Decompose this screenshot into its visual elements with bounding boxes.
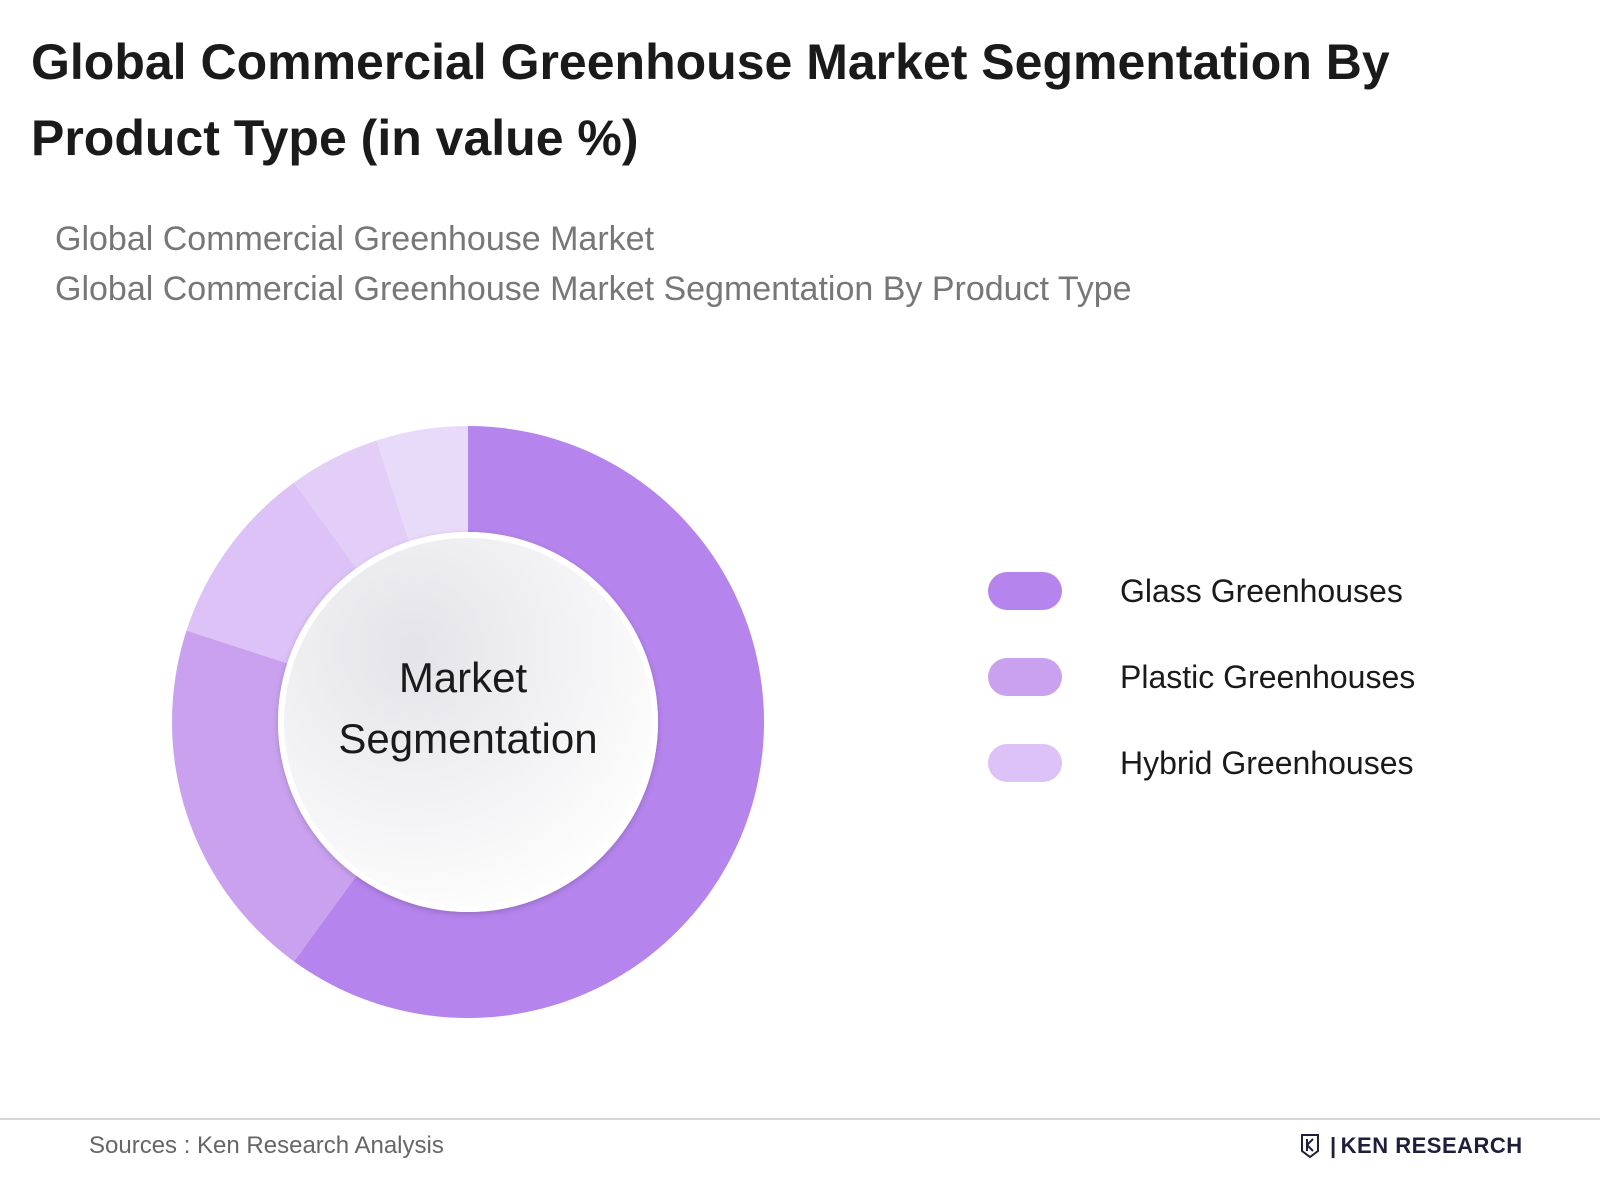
donut-slices [171, 426, 764, 1018]
center-label-line-2: Segmentation [338, 715, 597, 762]
legend-swatch-hybrid [988, 744, 1062, 782]
subtitle-line-1: Global Commercial Greenhouse Market [55, 220, 655, 258]
legend-swatch-plastic [988, 658, 1062, 696]
footer-divider [0, 1118, 1600, 1120]
donut-slice-unlabeled-1 [294, 440, 410, 569]
donut-slice-hybrid [186, 482, 357, 664]
legend-label-plastic: Plastic Greenhouses [1120, 659, 1416, 695]
source-note: Sources : Ken Research Analysis [89, 1132, 444, 1159]
donut-center [284, 538, 652, 906]
ken-research-logo-text: KEN RESEARCH [1340, 1133, 1523, 1158]
legend-swatch-glass [988, 572, 1062, 610]
chart-title: Global Commercial Greenhouse Market Segm… [31, 34, 1390, 166]
chart-subtitle: Global Commercial Greenhouse Market Glob… [55, 214, 1455, 314]
ken-research-logo-separator: | [1330, 1133, 1337, 1158]
ken-research-logo-icon [1301, 1134, 1319, 1158]
legend-label-glass: Glass Greenhouses [1120, 573, 1403, 609]
legend-item-plastic: Plastic Greenhouses [988, 658, 1415, 744]
legend-item-hybrid: Hybrid Greenhouses [988, 744, 1415, 830]
donut-slice-plastic [171, 630, 357, 962]
ken-research-logo: | KEN RESEARCH [1300, 1133, 1523, 1159]
legend-item-glass: Glass Greenhouses [988, 572, 1415, 658]
center-label-line-1: Market [399, 654, 528, 701]
subtitle-line-2: Global Commercial Greenhouse Market Segm… [55, 270, 1132, 308]
chart-legend: Glass Greenhouses Plastic Greenhouses Hy… [988, 572, 1415, 830]
donut-slice-unlabeled-2 [376, 426, 468, 542]
legend-label-hybrid: Hybrid Greenhouses [1120, 745, 1414, 781]
donut-slice-glass [294, 426, 764, 1018]
